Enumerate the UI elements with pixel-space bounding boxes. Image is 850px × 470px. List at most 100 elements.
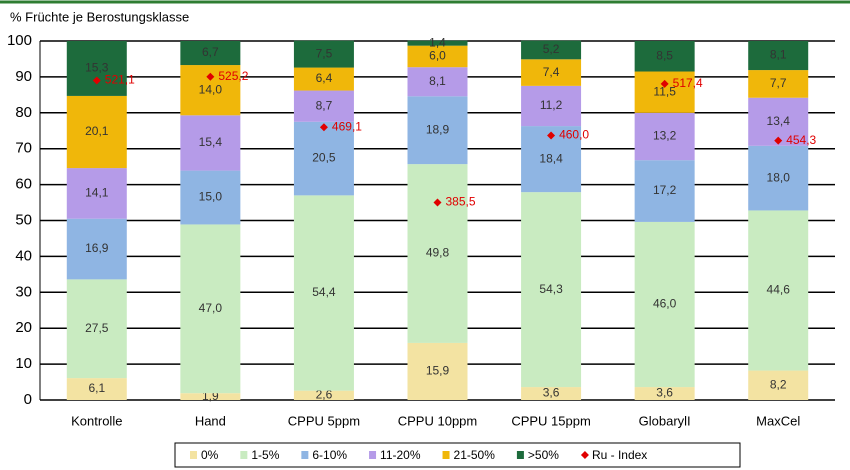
legend-label: 6-10% xyxy=(312,448,347,462)
value-label: 8,1 xyxy=(429,74,446,88)
legend xyxy=(174,442,741,468)
ru-label: 525,2 xyxy=(218,69,248,83)
value-label: 8,1 xyxy=(770,48,787,62)
ru-label: 517,4 xyxy=(673,76,703,90)
legend-swatch xyxy=(369,451,377,459)
bar-segment xyxy=(634,387,695,400)
value-label: 15,4 xyxy=(199,135,223,149)
legend-swatch xyxy=(240,451,248,459)
bar-segment xyxy=(748,210,809,371)
value-label: 18,9 xyxy=(426,122,450,136)
value-label: 18,4 xyxy=(539,151,563,165)
bar-segment xyxy=(521,40,582,60)
legend-marker xyxy=(580,451,589,459)
bar-segment xyxy=(293,67,354,91)
x-tick-label: GlobarylI xyxy=(639,413,691,428)
x-tick-label: MaxCel xyxy=(756,413,800,428)
bar-segment xyxy=(634,71,695,113)
bar-segment xyxy=(180,224,241,394)
value-label: 2,6 xyxy=(316,388,333,402)
value-label: 27,5 xyxy=(85,321,109,335)
value-label: 14,1 xyxy=(85,186,109,200)
y-tick-label: 90 xyxy=(15,68,32,85)
value-label: 7,5 xyxy=(316,46,333,60)
ru-marker xyxy=(92,76,101,85)
bar-segment xyxy=(66,41,127,96)
value-label: 16,9 xyxy=(85,241,109,255)
bar-segment xyxy=(293,390,354,400)
bar-segment xyxy=(407,40,468,46)
ru-label: 454,3 xyxy=(786,133,816,147)
value-label: 54,4 xyxy=(312,285,336,299)
bar-segment xyxy=(293,121,354,196)
bar-segment xyxy=(180,170,241,225)
bar-segment xyxy=(748,70,809,98)
value-label: 8,2 xyxy=(770,377,787,391)
value-label: 13,2 xyxy=(653,129,677,143)
legend-label: 1-5% xyxy=(251,448,279,462)
ru-marker xyxy=(774,136,783,145)
legend-swatch xyxy=(516,451,524,459)
bar-segment xyxy=(180,393,241,400)
value-label: 15,9 xyxy=(426,364,450,378)
chart-subtitle: % Früchte je Berostungsklasse xyxy=(10,9,189,24)
bar-segment xyxy=(748,41,809,71)
ru-label: 521,1 xyxy=(105,73,135,87)
bar-segment xyxy=(66,378,127,400)
y-tick-label: 0 xyxy=(24,391,32,408)
y-tick-label: 70 xyxy=(15,140,32,157)
value-label: 8,5 xyxy=(656,48,673,62)
ru-label: 385,5 xyxy=(446,195,476,209)
ru-marker xyxy=(319,123,328,132)
bar-segment xyxy=(521,59,582,86)
bar-segment xyxy=(293,90,354,122)
value-label: 13,4 xyxy=(767,114,791,128)
value-label: 54,3 xyxy=(539,282,563,296)
bar-segment xyxy=(407,45,468,68)
bar-segment xyxy=(634,160,695,222)
value-label: 18,0 xyxy=(767,170,791,184)
bar-segment xyxy=(748,145,809,211)
bar-segment xyxy=(521,387,582,400)
ru-marker xyxy=(660,79,669,88)
y-tick-label: 20 xyxy=(15,319,32,336)
bar-segment xyxy=(293,195,354,391)
bar-segment xyxy=(521,85,582,127)
ru-label: 469,1 xyxy=(332,119,362,133)
value-label: 6,7 xyxy=(202,45,219,59)
bar-segment xyxy=(407,164,468,343)
bar-segment xyxy=(748,370,809,400)
legend-label: >50% xyxy=(528,448,559,462)
value-label: 11,5 xyxy=(653,84,676,98)
value-label: 20,1 xyxy=(85,124,109,138)
ru-label: 460,0 xyxy=(559,128,589,142)
value-label: 3,6 xyxy=(656,386,673,400)
legend-label: 21-50% xyxy=(454,448,496,462)
x-tick-label: Kontrolle xyxy=(71,413,122,428)
value-label: 6,0 xyxy=(429,49,446,63)
bar-segment xyxy=(293,40,354,68)
bar-segment xyxy=(407,342,468,400)
value-label: 5,2 xyxy=(543,42,560,56)
value-label: 6,4 xyxy=(316,71,333,85)
legend-swatch xyxy=(190,451,197,459)
bar-segment xyxy=(634,112,695,161)
value-label: 1,4 xyxy=(429,35,446,49)
x-tick-label: CPPU 15ppm xyxy=(511,413,590,428)
value-label: 15,0 xyxy=(199,190,223,204)
bar-segment xyxy=(180,115,241,171)
value-label: 6,1 xyxy=(88,381,105,395)
legend-label: Ru - Index xyxy=(592,448,647,462)
bar-segment xyxy=(634,221,695,388)
bar-segment xyxy=(407,96,468,165)
value-label: 20,5 xyxy=(312,151,336,165)
bar-segment xyxy=(66,168,127,219)
ru-marker xyxy=(206,72,215,81)
value-label: 44,6 xyxy=(767,283,791,297)
value-label: 14,0 xyxy=(199,82,223,96)
bar-segment xyxy=(66,218,127,280)
y-tick-label: 50 xyxy=(15,211,32,228)
y-tick-label: 80 xyxy=(15,104,32,121)
value-label: 7,4 xyxy=(543,65,560,79)
